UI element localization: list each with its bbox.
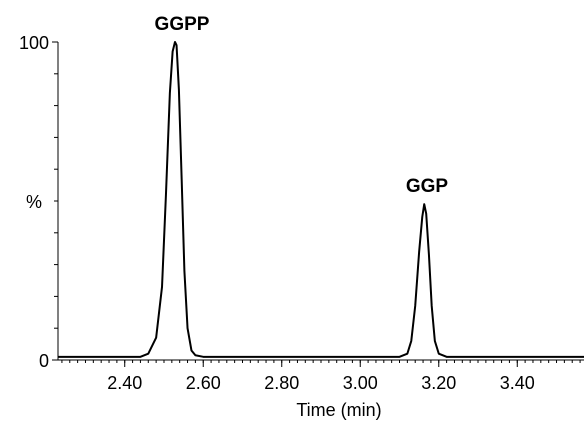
y-axis-label: % xyxy=(26,192,42,212)
peak-label-ggp: GGP xyxy=(406,176,449,197)
y-tick-label: 0 xyxy=(39,351,49,371)
x-tick-label: 2.80 xyxy=(264,373,299,393)
ticks: 100 0 2.40 2.60 2.80 3.00 3.20 3.40 xyxy=(19,33,581,393)
x-tick-label: 3.40 xyxy=(500,373,535,393)
x-axis-label: Time (min) xyxy=(296,400,381,420)
chromatogram-trace xyxy=(58,41,584,358)
x-tick-label: 2.40 xyxy=(107,373,142,393)
y-tick-label: 100 xyxy=(19,33,49,53)
peak-label-ggpp: GGPP xyxy=(155,14,210,35)
x-tick-label: 2.60 xyxy=(186,373,221,393)
x-tick-label: 3.20 xyxy=(421,373,456,393)
axes xyxy=(57,42,584,361)
x-tick-label: 3.00 xyxy=(343,373,378,393)
